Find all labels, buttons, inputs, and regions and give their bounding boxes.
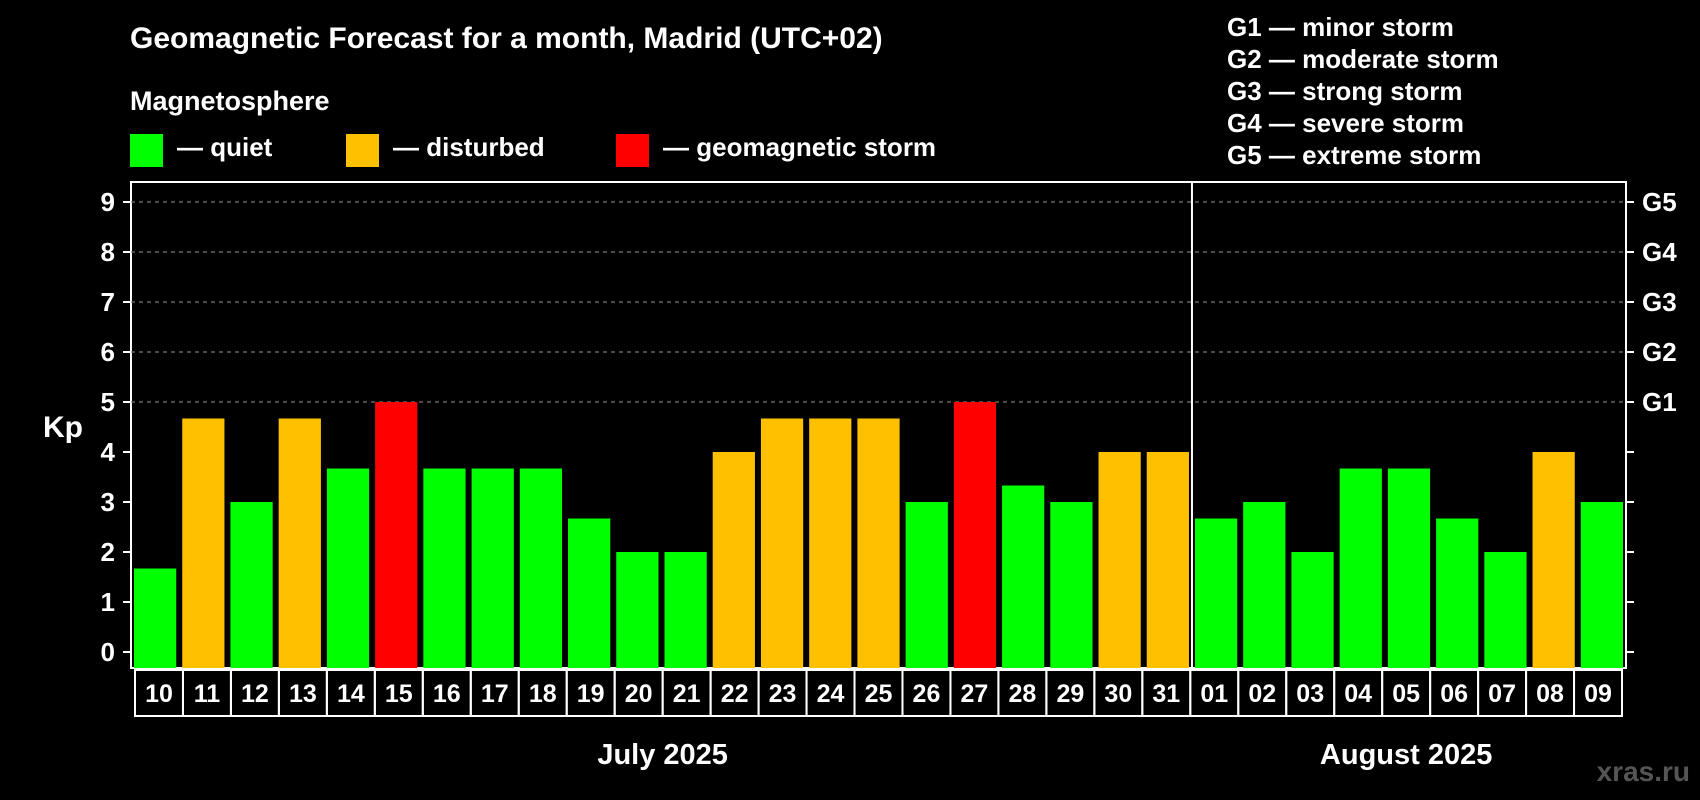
bar-26 [905, 502, 948, 668]
date-box-09 [1573, 669, 1623, 717]
bar-17 [471, 468, 514, 668]
date-label-13: 13 [289, 680, 317, 708]
bar-10 [134, 568, 177, 668]
y-tick-label-0: 0 [101, 637, 115, 667]
y-tick-label-8: 8 [101, 237, 115, 267]
bar-25 [857, 418, 900, 668]
date-label-07: 07 [1488, 680, 1516, 708]
bar-08 [1532, 452, 1575, 668]
date-label-19: 19 [577, 680, 605, 708]
date-label-14: 14 [337, 680, 365, 708]
bar-31 [1146, 452, 1189, 668]
bar-15 [375, 402, 418, 668]
g-label-G2: G2 [1642, 337, 1677, 367]
legend-label-quiet: — quiet [177, 132, 273, 162]
date-label-03: 03 [1296, 680, 1324, 708]
date-label-22: 22 [721, 680, 749, 708]
bar-24 [809, 418, 852, 668]
date-label-06: 06 [1440, 680, 1468, 708]
legend-swatch-disturbed [346, 134, 379, 167]
g-label-G1: G1 [1642, 387, 1677, 417]
bar-30 [1098, 452, 1141, 668]
bar-19 [568, 518, 611, 668]
g-scale-g4: G4 — severe storm [1227, 108, 1465, 138]
date-label-29: 29 [1056, 680, 1084, 708]
legend-swatch-storm [616, 134, 649, 167]
bar-23 [760, 418, 804, 668]
date-label-28: 28 [1008, 680, 1036, 708]
bar-04 [1339, 468, 1382, 668]
bar-11 [182, 418, 225, 668]
y-tick-label-2: 2 [101, 537, 115, 567]
legend-swatch-quiet [130, 134, 163, 167]
bar-27 [953, 402, 997, 668]
y-tick-label-4: 4 [101, 437, 116, 467]
date-label-02: 02 [1248, 680, 1276, 708]
bar-18 [519, 468, 563, 668]
bar-12 [230, 502, 273, 668]
y-tick-label-3: 3 [101, 487, 115, 517]
date-label-15: 15 [385, 680, 413, 708]
date-label-09: 09 [1584, 680, 1612, 708]
date-label-27: 27 [961, 680, 989, 708]
date-label-23: 23 [769, 680, 797, 708]
date-label-17: 17 [481, 680, 509, 708]
y-tick-label-7: 7 [101, 287, 115, 317]
y-tick-label-9: 9 [101, 187, 115, 217]
g-label-G3: G3 [1642, 287, 1677, 317]
bar-09 [1580, 502, 1623, 668]
bar-13 [278, 418, 321, 668]
date-label-31: 31 [1152, 680, 1180, 708]
bar-02 [1243, 502, 1286, 668]
date-label-24: 24 [817, 680, 845, 708]
y-axis-label: Kp [43, 411, 83, 444]
magnetosphere-label: Magnetosphere [130, 86, 330, 116]
date-label-12: 12 [241, 680, 269, 708]
date-label-25: 25 [865, 680, 893, 708]
date-label-30: 30 [1104, 680, 1132, 708]
legend-label-storm: — geomagnetic storm [663, 132, 937, 162]
g-label-G4: G4 [1642, 237, 1677, 267]
g-scale-g3: G3 — strong storm [1227, 76, 1463, 106]
g-scale-g2: G2 — moderate storm [1227, 44, 1499, 74]
date-label-16: 16 [433, 680, 461, 708]
g-label-G5: G5 [1642, 187, 1677, 217]
bar-05 [1387, 468, 1431, 668]
date-label-11: 11 [194, 680, 221, 708]
y-tick-label-6: 6 [101, 337, 115, 367]
bar-01 [1194, 518, 1238, 668]
bar-22 [712, 452, 755, 668]
bar-07 [1484, 552, 1527, 668]
date-label-20: 20 [625, 680, 653, 708]
bar-14 [326, 468, 370, 668]
bar-03 [1291, 552, 1334, 668]
bar-06 [1436, 518, 1479, 668]
bar-28 [1002, 485, 1045, 668]
date-label-08: 08 [1536, 680, 1564, 708]
date-label-10: 10 [145, 680, 173, 708]
bar-20 [616, 552, 659, 668]
date-label-01: 01 [1200, 680, 1228, 708]
month-label-0: July 2025 [597, 739, 728, 771]
date-label-18: 18 [529, 680, 557, 708]
chart-title: Geomagnetic Forecast for a month, Madrid… [130, 22, 883, 55]
y-tick-label-5: 5 [101, 387, 115, 417]
date-label-26: 26 [913, 680, 941, 708]
date-label-21: 21 [673, 680, 701, 708]
y-tick-label-1: 1 [101, 587, 115, 617]
month-label-1: August 2025 [1320, 739, 1492, 771]
watermark: xras.ru [1596, 756, 1690, 787]
bar-21 [664, 552, 707, 668]
bar-16 [423, 468, 466, 668]
legend-label-disturbed: — disturbed [393, 132, 545, 162]
date-label-04: 04 [1344, 680, 1372, 708]
g-scale-g5: G5 — extreme storm [1227, 140, 1482, 170]
date-label-05: 05 [1392, 680, 1420, 708]
bar-29 [1050, 502, 1093, 668]
g-scale-g1: G1 — minor storm [1227, 12, 1454, 42]
